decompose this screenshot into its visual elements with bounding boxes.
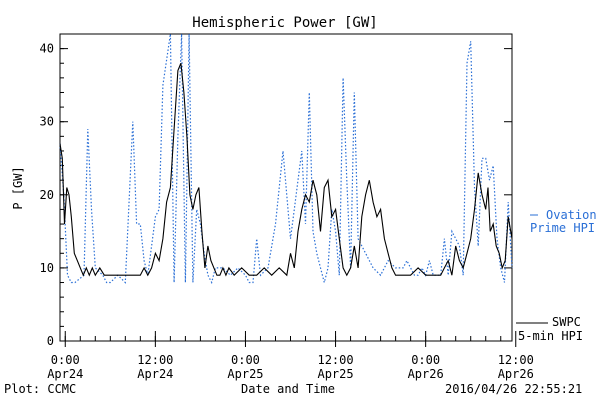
x-tick-date-label: Apr25 [227, 367, 263, 381]
plot-frame [59, 33, 513, 342]
x-tick-time-label: 0:00 [411, 353, 440, 367]
x-tick-date-label: Apr24 [137, 367, 173, 381]
footer-source: Plot: CCMC [4, 382, 76, 396]
x-axis: 0:00Apr2412:00Apr240:00Apr2512:00Apr250:… [47, 331, 534, 381]
y-tick-label: 30 [40, 115, 54, 129]
x-tick-date-label: Apr24 [47, 367, 83, 381]
x-tick-date-label: Apr26 [498, 367, 534, 381]
legend-ovation-label-1: Ovation [546, 208, 597, 222]
footer-timestamp: 2016/04/26 22:55:21 [445, 382, 582, 396]
y-tick-label: 10 [40, 261, 54, 275]
ovation-prime-series-line [59, 33, 513, 285]
legend-swpc-label-2: 5-min HPI [518, 329, 583, 343]
y-axis: 0 10 20 30 40 [40, 33, 512, 348]
series-layer [59, 33, 513, 285]
y-tick-label: 0 [47, 334, 54, 348]
y-axis-label: P [GW] [11, 166, 25, 209]
y-tick-label: 20 [40, 188, 54, 202]
x-tick-time-label: 12:00 [317, 353, 353, 367]
x-tick-time-label: 0:00 [231, 353, 260, 367]
x-tick-time-label: 12:00 [137, 353, 173, 367]
x-tick-time-label: 12:00 [498, 353, 534, 367]
swpc-series-line [59, 62, 513, 277]
legend-ovation-label-2: Prime HPI [530, 221, 595, 235]
y-tick-label: 40 [40, 42, 54, 56]
legend-swpc-label-1: SWPC [552, 315, 581, 329]
x-tick-date-label: Apr25 [317, 367, 353, 381]
x-tick-date-label: Apr26 [408, 367, 444, 381]
chart-title: Hemispheric Power [GW] [192, 15, 377, 31]
x-axis-label: Date and Time [241, 382, 335, 396]
x-tick-time-label: 0:00 [51, 353, 80, 367]
